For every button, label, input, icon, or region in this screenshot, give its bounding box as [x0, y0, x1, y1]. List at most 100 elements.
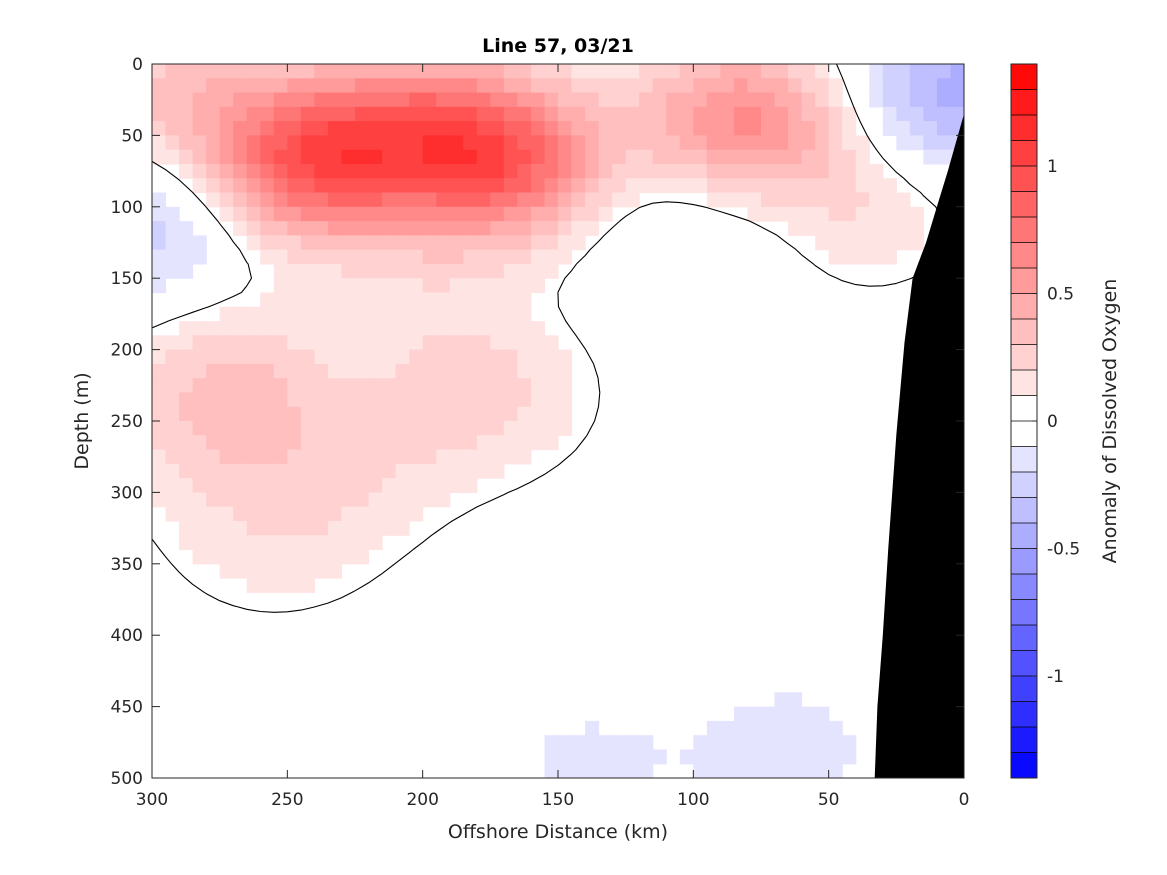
- field-cell: [828, 249, 843, 265]
- colorbar-level: [1011, 64, 1037, 90]
- field-cell: [273, 535, 288, 551]
- field-cell: [544, 406, 559, 422]
- field-cell: [693, 149, 708, 165]
- field-cell: [206, 492, 221, 508]
- field-cell: [368, 321, 383, 336]
- field-cell: [571, 121, 586, 136]
- field-cell: [530, 349, 546, 365]
- colorbar-level: [1011, 191, 1037, 218]
- field-cell: [517, 249, 532, 265]
- field-cell: [260, 463, 275, 479]
- field-cell: [517, 64, 532, 79]
- field-cell: [287, 192, 302, 208]
- field-cell: [327, 478, 343, 493]
- field-cell: [774, 206, 789, 222]
- field-cell: [463, 235, 478, 251]
- field-cell: [558, 363, 573, 379]
- field-cell: [260, 406, 275, 422]
- field-cell: [693, 749, 708, 765]
- field-cell: [476, 92, 491, 108]
- field-cell: [206, 478, 221, 493]
- field-cell: [422, 178, 437, 194]
- field-cell: [409, 92, 424, 108]
- field-cell: [233, 549, 248, 565]
- field-cell: [761, 121, 776, 136]
- field-cell: [503, 335, 518, 351]
- field-cell: [273, 492, 288, 508]
- field-cell: [233, 163, 248, 179]
- field-cell: [368, 206, 383, 222]
- field-cell: [192, 520, 207, 536]
- field-cell: [503, 249, 518, 265]
- field-cell: [314, 563, 329, 579]
- field-cell: [192, 121, 207, 136]
- field-cell: [206, 64, 221, 79]
- field-cell: [909, 221, 924, 236]
- field-cell: [355, 221, 370, 236]
- field-cell: [355, 235, 370, 251]
- field-cell: [801, 121, 816, 136]
- field-cell: [571, 92, 586, 108]
- field-cell: [476, 349, 491, 365]
- field-cell: [517, 349, 532, 365]
- colorbar-level: [1011, 395, 1037, 422]
- field-cell: [733, 163, 749, 179]
- field-cell: [341, 135, 356, 151]
- field-cell: [422, 292, 437, 308]
- field-cell: [233, 178, 248, 194]
- field-cell: [815, 221, 830, 236]
- field-cell: [869, 235, 884, 251]
- field-cell: [733, 178, 749, 194]
- field-cell: [395, 106, 410, 122]
- field-cell: [720, 735, 735, 751]
- field-cell: [341, 106, 356, 122]
- field-cell: [571, 64, 586, 79]
- field-cell: [761, 735, 776, 751]
- field-cell: [706, 78, 721, 94]
- field-cell: [152, 478, 167, 493]
- field-cell: [639, 749, 654, 765]
- field-cell: [300, 106, 315, 122]
- field-cell: [260, 392, 275, 408]
- field-cell: [558, 92, 573, 108]
- field-cell: [246, 78, 261, 94]
- field-cell: [639, 78, 654, 94]
- field-cell: [395, 206, 410, 222]
- field-cell: [192, 349, 207, 365]
- field-cell: [828, 121, 843, 136]
- field-cell: [666, 78, 681, 94]
- field-cell: [815, 64, 830, 79]
- field-cell: [517, 263, 532, 279]
- field-cell: [287, 64, 302, 79]
- field-cell: [409, 349, 424, 365]
- field-cell: [585, 163, 600, 179]
- field-cell: [625, 92, 640, 108]
- field-cell: [490, 249, 505, 265]
- field-cell: [327, 463, 343, 479]
- field-cell: [936, 121, 952, 136]
- field-cell: [246, 106, 261, 122]
- field-cell: [409, 235, 424, 251]
- field-cell: [300, 520, 315, 536]
- field-cell: [341, 435, 356, 451]
- y-tick-label: 300: [111, 483, 143, 503]
- field-cell: [287, 392, 302, 408]
- field-cell: [828, 763, 843, 778]
- field-cell: [598, 206, 613, 222]
- field-cell: [152, 335, 167, 351]
- field-cell: [869, 163, 884, 179]
- field-cell: [869, 64, 884, 79]
- field-cell: [206, 135, 221, 151]
- field-cell: [503, 78, 518, 94]
- field-cell: [165, 121, 180, 136]
- field-cell: [409, 363, 424, 379]
- field-cell: [490, 363, 505, 379]
- field-cell: [314, 449, 329, 465]
- field-cell: [463, 478, 478, 493]
- field-cell: [300, 206, 315, 222]
- field-cell: [287, 206, 302, 222]
- field-cell: [179, 92, 194, 108]
- field-cell: [517, 221, 532, 236]
- field-cell: [206, 349, 221, 365]
- field-cell: [706, 149, 721, 165]
